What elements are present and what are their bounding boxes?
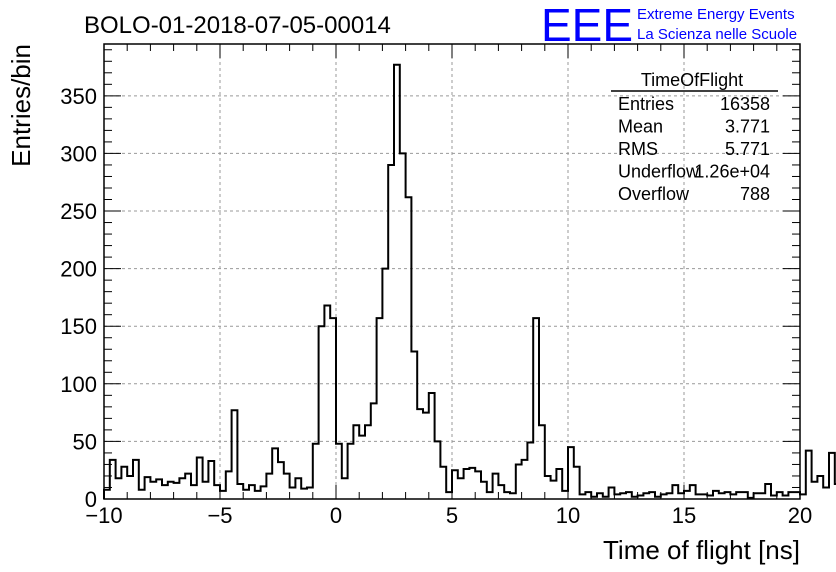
- stats-value: 5.771: [725, 139, 770, 159]
- x-tick-label: 20: [788, 503, 812, 528]
- y-axis-label: Entries/bin: [6, 44, 36, 167]
- chart-title: BOLO-01-2018-07-05-00014: [84, 12, 391, 39]
- y-tick-label: 350: [60, 84, 97, 109]
- eee-logo-mark: EEE: [541, 0, 633, 51]
- y-tick-label: 200: [60, 257, 97, 282]
- y-tick-label: 250: [60, 199, 97, 224]
- stats-box: TimeOfFlight Entries 16358 Mean 3.771 RMS 5.7…: [611, 70, 778, 204]
- histogram-series: [103, 63, 836, 499]
- histogram-line: [103, 63, 836, 499]
- y-tick-label: 0: [85, 487, 97, 512]
- eee-logo: EEE Extreme Energy Events La Scienza nel…: [541, 0, 797, 51]
- x-tick-label: 15: [672, 503, 696, 528]
- eee-logo-line1: Extreme Energy Events: [637, 6, 795, 23]
- y-tick-label: 150: [60, 314, 97, 339]
- stats-label: Underflow: [618, 162, 700, 182]
- stats-label: Mean: [618, 117, 663, 137]
- y-tick-label: 300: [60, 141, 97, 166]
- stats-value: 788: [740, 184, 770, 204]
- x-axis-label: Time of flight [ns]: [603, 535, 800, 565]
- x-tick-label: −5: [207, 503, 232, 528]
- stats-label: Entries: [618, 94, 674, 114]
- plot-frame: [103, 43, 801, 500]
- stats-label: RMS: [618, 139, 658, 159]
- y-tick-label: 100: [60, 372, 97, 397]
- y-tick-label: 50: [73, 429, 97, 454]
- stats-value: 3.771: [725, 117, 770, 137]
- stats-title: TimeOfFlight: [641, 70, 743, 90]
- stats-value: 1.26e+04: [694, 162, 770, 182]
- x-tick-label: 10: [556, 503, 580, 528]
- x-tick-label: 0: [330, 503, 342, 528]
- eee-logo-line2: La Scienza nelle Scuole: [637, 26, 797, 43]
- stats-value: 16358: [720, 94, 770, 114]
- stats-label: Overflow: [618, 184, 690, 204]
- x-tick-label: 5: [446, 503, 458, 528]
- x-tick-label: −10: [85, 503, 122, 528]
